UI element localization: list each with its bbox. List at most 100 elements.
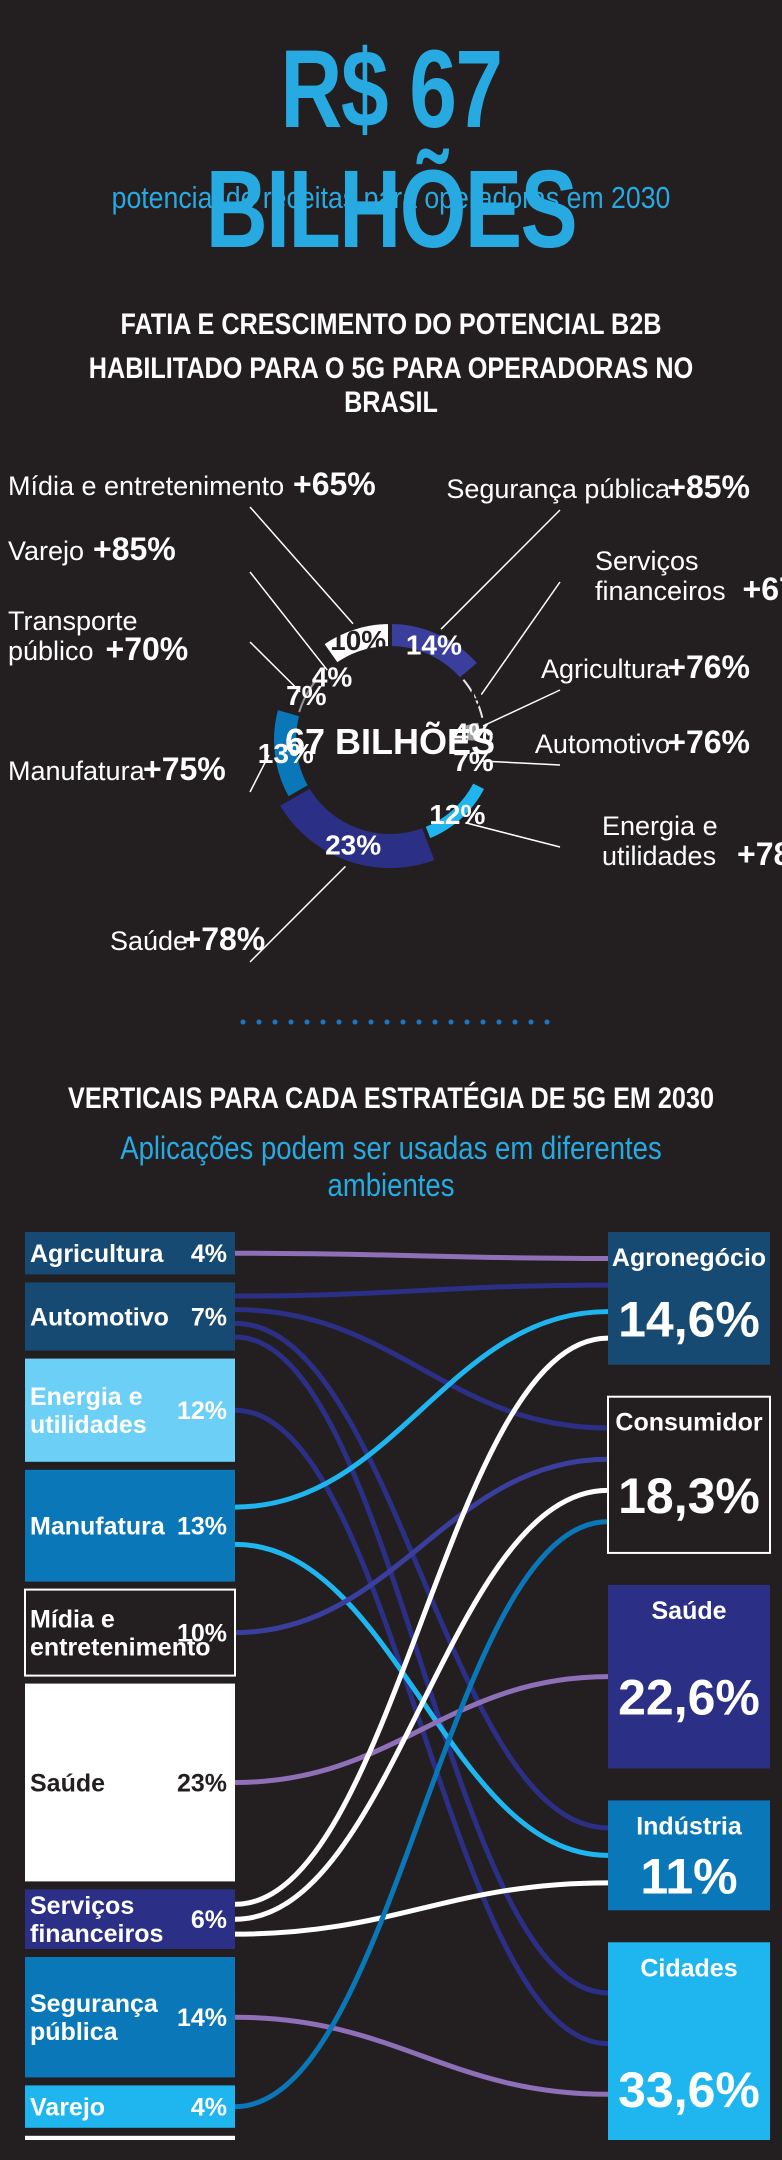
slice-growth-label: +78% [737, 836, 782, 872]
source-label: entretenimento [30, 1634, 211, 1662]
target-box: Saúde 22,6% [608, 1584, 770, 1769]
flow-link [234, 1307, 609, 1431]
slice-value-label: 8% [455, 683, 496, 714]
source-value: 13% [177, 1513, 227, 1541]
source-label: Automotivo [30, 1304, 169, 1332]
slice-growth-label: +65% [293, 466, 376, 502]
source-value: 14% [177, 2004, 227, 2032]
source-label: Agricultura [30, 1240, 164, 1268]
target-box-rect [607, 1395, 771, 1554]
source-value: 7% [191, 1304, 227, 1332]
target-box-rect [608, 1800, 770, 1911]
source-box-rect [25, 1282, 235, 1351]
donut-slice [293, 673, 323, 718]
source-box: Varejo 4% [25, 2085, 235, 2128]
target-box-rect [608, 1232, 770, 1365]
donut-slice [388, 619, 483, 683]
flow-link [234, 1250, 609, 1262]
source-box: Transportepúblico7% [25, 2135, 235, 2140]
slice-name-label: Transporte [8, 606, 138, 636]
target-box-rect [608, 1584, 770, 1769]
leader-line [249, 641, 301, 693]
source-box-rect [25, 1232, 235, 1275]
source-label: Mídia e [30, 1606, 115, 1634]
leader-line [249, 865, 346, 963]
source-box-rect [25, 2085, 235, 2128]
source-label: Varejo [30, 2094, 105, 2122]
slice-name-label: Mídia e entretenimento [8, 471, 284, 501]
donut-chart: 14%Segurança pública+85%8%Serviçosfinanc… [8, 466, 782, 963]
target-box: Indústria 11% [608, 1800, 770, 1911]
slice-name-label: utilidades [602, 841, 716, 871]
hero-subtitle: potencial de receitas para operadoras em… [111, 180, 671, 215]
source-label: utilidades [30, 1411, 147, 1439]
leader-line [471, 759, 561, 766]
slice-growth-label: +75% [143, 751, 226, 787]
source-label: Energia e [30, 1383, 143, 1411]
slice-name-label: público [8, 636, 94, 666]
target-value: 14,6% [618, 1291, 760, 1347]
slice-growth-label: +76% [667, 724, 750, 760]
source-box-rect [25, 1469, 235, 1582]
slice-name-label: Automotivo [535, 729, 670, 759]
flow-link [234, 1456, 609, 1636]
flow-link [234, 1335, 609, 1907]
target-box: Cidades 33,6% [608, 1942, 770, 2140]
slice-name-label: Agricultura [541, 654, 671, 684]
source-value: 6% [191, 1906, 227, 1934]
target-label: Saúde [651, 1597, 726, 1625]
section2-heading: VERTICAIS PARA CADA ESTRATÉGIA DE 5G EM … [68, 1082, 714, 1115]
slice-growth-label: +85% [93, 531, 176, 567]
flow-link [234, 1309, 609, 1510]
flow-link [234, 1487, 609, 1922]
target-box: Agronegócio 14,6% [608, 1232, 770, 1365]
leader-line [465, 822, 561, 848]
leader-line [249, 571, 334, 679]
slice-value-label: 23% [325, 830, 381, 861]
flow-links [234, 1250, 609, 2110]
slice-value-label: 7% [286, 680, 327, 711]
section1-heading-line1: FATIA E CRESCIMENTO DO POTENCIAL B2B [120, 308, 662, 341]
target-box: Consumidor 18,3% [607, 1395, 771, 1554]
source-box-rect [25, 2135, 235, 2140]
donut-slice [274, 783, 440, 872]
source-value: 12% [177, 1397, 227, 1425]
slice-value-label: 7% [453, 746, 494, 777]
target-label: Cidades [640, 1954, 737, 1982]
slice-growth-label: +70% [106, 631, 189, 667]
flow-chart: Agricultura 4% Automotivo 7% Energia eutilid… [24, 1232, 771, 2140]
source-value: 23% [177, 1770, 227, 1798]
flow-link [234, 1674, 609, 1785]
source-value: 4% [191, 2094, 227, 2122]
leader-line [249, 506, 354, 625]
source-label: Saúde [30, 1770, 105, 1798]
slice-growth-label: +67% [743, 571, 782, 607]
target-box-rect [608, 1942, 770, 2140]
source-label: financeiros [30, 1920, 163, 1948]
source-box-rect [25, 1957, 235, 2078]
donut-slice [270, 705, 314, 802]
flow-link [234, 1519, 609, 2110]
source-value: 10% [177, 1620, 227, 1648]
flow-link [234, 1334, 609, 1996]
slice-value-label: 4% [312, 661, 353, 692]
source-box: Automotivo 7% [25, 1282, 235, 1351]
leader-line [249, 754, 270, 793]
section1-heading-line2: HABILITADO PARA O 5G PARA OPERADORAS NO … [88, 352, 694, 419]
slice-value-label: 12% [429, 799, 485, 830]
source-box-rect [24, 1588, 236, 1677]
target-value: 33,6% [618, 2062, 760, 2118]
slice-name-label: Manufatura [8, 756, 146, 786]
slice-name-label: Varejo [8, 536, 84, 566]
source-box: Manufatura 13% [25, 1469, 235, 1582]
source-value: 4% [191, 1240, 227, 1268]
target-value: 11% [640, 1848, 737, 1904]
hero-title: R$ 67 BILHÕES [205, 28, 578, 271]
target-label: Agronegócio [612, 1244, 766, 1272]
target-label: Indústria [636, 1812, 743, 1840]
leader-lines [249, 506, 561, 963]
slice-growth-label: +78% [183, 921, 266, 957]
